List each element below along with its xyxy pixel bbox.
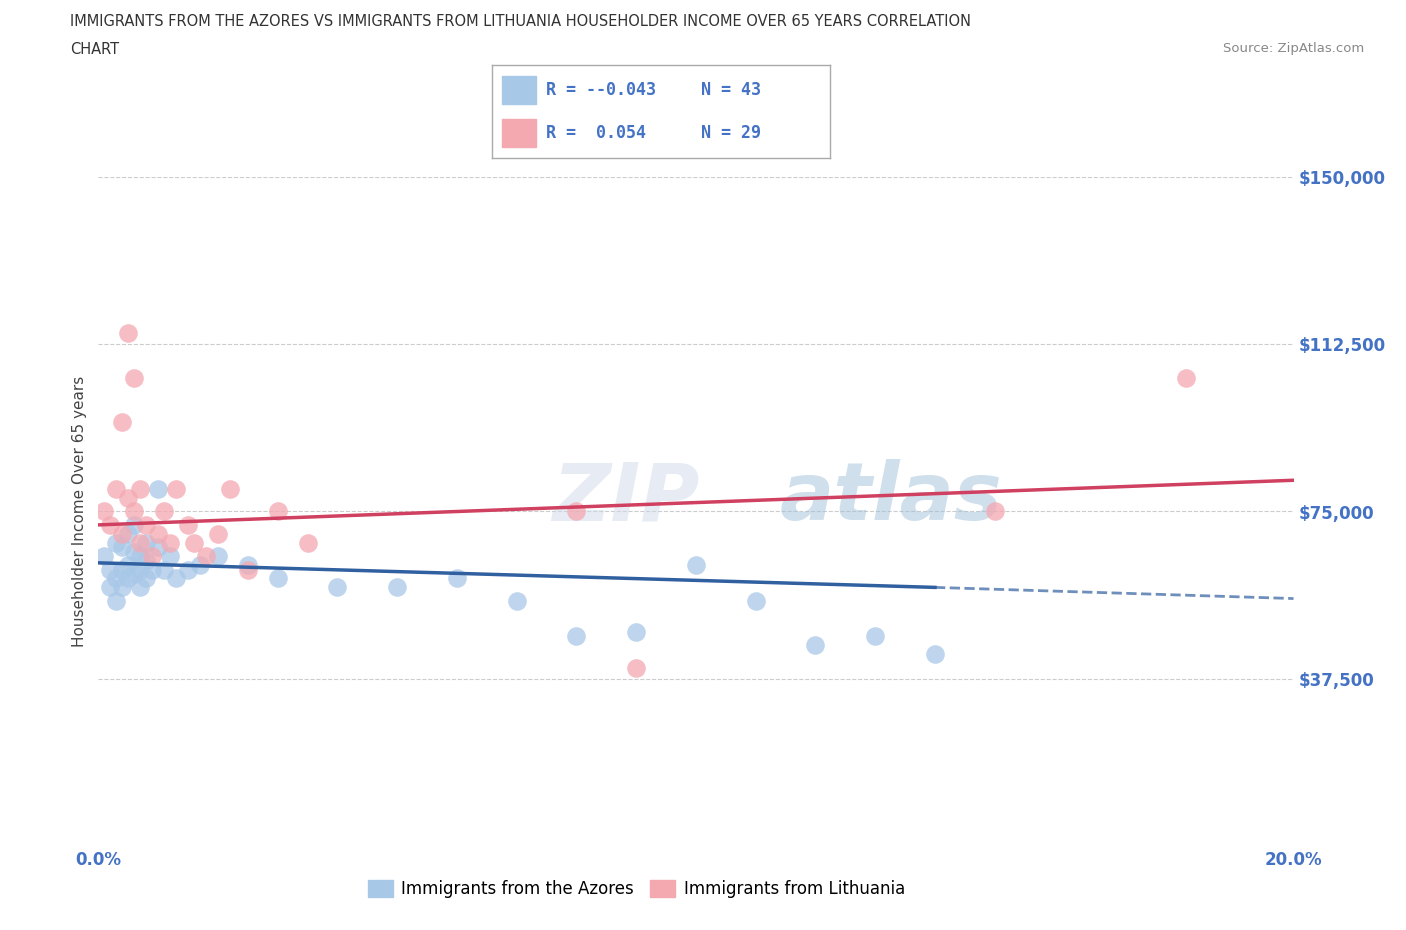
Point [111, 562, 134, 577]
Point [177, 562, 200, 577]
Point [446, 571, 468, 586]
Point [165, 571, 187, 586]
Point [111, 580, 134, 595]
Point [745, 593, 768, 608]
Point [93, 549, 115, 564]
Point [105, 593, 128, 608]
Point [111, 415, 134, 430]
Point [207, 526, 229, 541]
Point [135, 517, 157, 532]
Point [141, 562, 163, 577]
Point [117, 558, 139, 573]
Point [117, 491, 139, 506]
Point [129, 536, 152, 551]
Point [148, 526, 170, 541]
Y-axis label: Householder Income Over 65 years: Householder Income Over 65 years [72, 376, 87, 647]
Point [105, 571, 128, 586]
Point [983, 504, 1005, 519]
Point [506, 593, 529, 608]
Point [159, 549, 181, 564]
Point [297, 536, 319, 551]
Point [124, 517, 146, 532]
Point [183, 536, 205, 551]
Point [236, 558, 259, 573]
Point [129, 549, 152, 564]
Text: R =  0.054: R = 0.054 [546, 124, 647, 142]
Point [153, 562, 176, 577]
Point [117, 326, 139, 340]
Point [385, 580, 409, 595]
Point [194, 549, 218, 564]
Text: atlas: atlas [779, 459, 1002, 538]
Point [111, 526, 134, 541]
Point [153, 504, 176, 519]
Point [117, 526, 139, 541]
Point [267, 571, 290, 586]
Point [165, 482, 187, 497]
Point [207, 549, 229, 564]
Point [624, 660, 647, 675]
Point [135, 553, 157, 568]
Point [98, 562, 122, 577]
Point [188, 558, 211, 573]
Point [565, 629, 588, 644]
Point [117, 571, 139, 586]
Point [129, 482, 152, 497]
Point [98, 580, 122, 595]
Point [124, 566, 146, 581]
Point [135, 536, 157, 551]
Text: Source: ZipAtlas.com: Source: ZipAtlas.com [1223, 42, 1364, 55]
Point [236, 562, 259, 577]
Point [141, 549, 163, 564]
Legend: Immigrants from the Azores, Immigrants from Lithuania: Immigrants from the Azores, Immigrants f… [361, 873, 911, 905]
Point [148, 482, 170, 497]
Point [685, 558, 707, 573]
Point [326, 580, 349, 595]
Point [129, 562, 152, 577]
Point [129, 580, 152, 595]
Text: N = 29: N = 29 [702, 124, 761, 142]
Point [98, 517, 122, 532]
Point [105, 482, 128, 497]
Point [148, 539, 170, 554]
Point [219, 482, 242, 497]
Point [1175, 370, 1198, 385]
Text: R = --0.043: R = --0.043 [546, 81, 657, 100]
Text: IMMIGRANTS FROM THE AZORES VS IMMIGRANTS FROM LITHUANIA HOUSEHOLDER INCOME OVER : IMMIGRANTS FROM THE AZORES VS IMMIGRANTS… [70, 14, 972, 29]
Text: N = 43: N = 43 [702, 81, 761, 100]
Point [124, 504, 146, 519]
Point [135, 571, 157, 586]
Point [865, 629, 887, 644]
Bar [502, 119, 536, 147]
Point [111, 539, 134, 554]
Point [177, 517, 200, 532]
Point [267, 504, 290, 519]
Point [565, 504, 588, 519]
Text: ZIP: ZIP [553, 459, 700, 538]
Point [159, 536, 181, 551]
Text: CHART: CHART [70, 42, 120, 57]
Bar [502, 76, 536, 104]
Point [924, 647, 946, 662]
Point [93, 504, 115, 519]
Point [804, 638, 827, 653]
Point [105, 536, 128, 551]
Point [624, 625, 647, 640]
Point [124, 370, 146, 385]
Point [124, 544, 146, 559]
